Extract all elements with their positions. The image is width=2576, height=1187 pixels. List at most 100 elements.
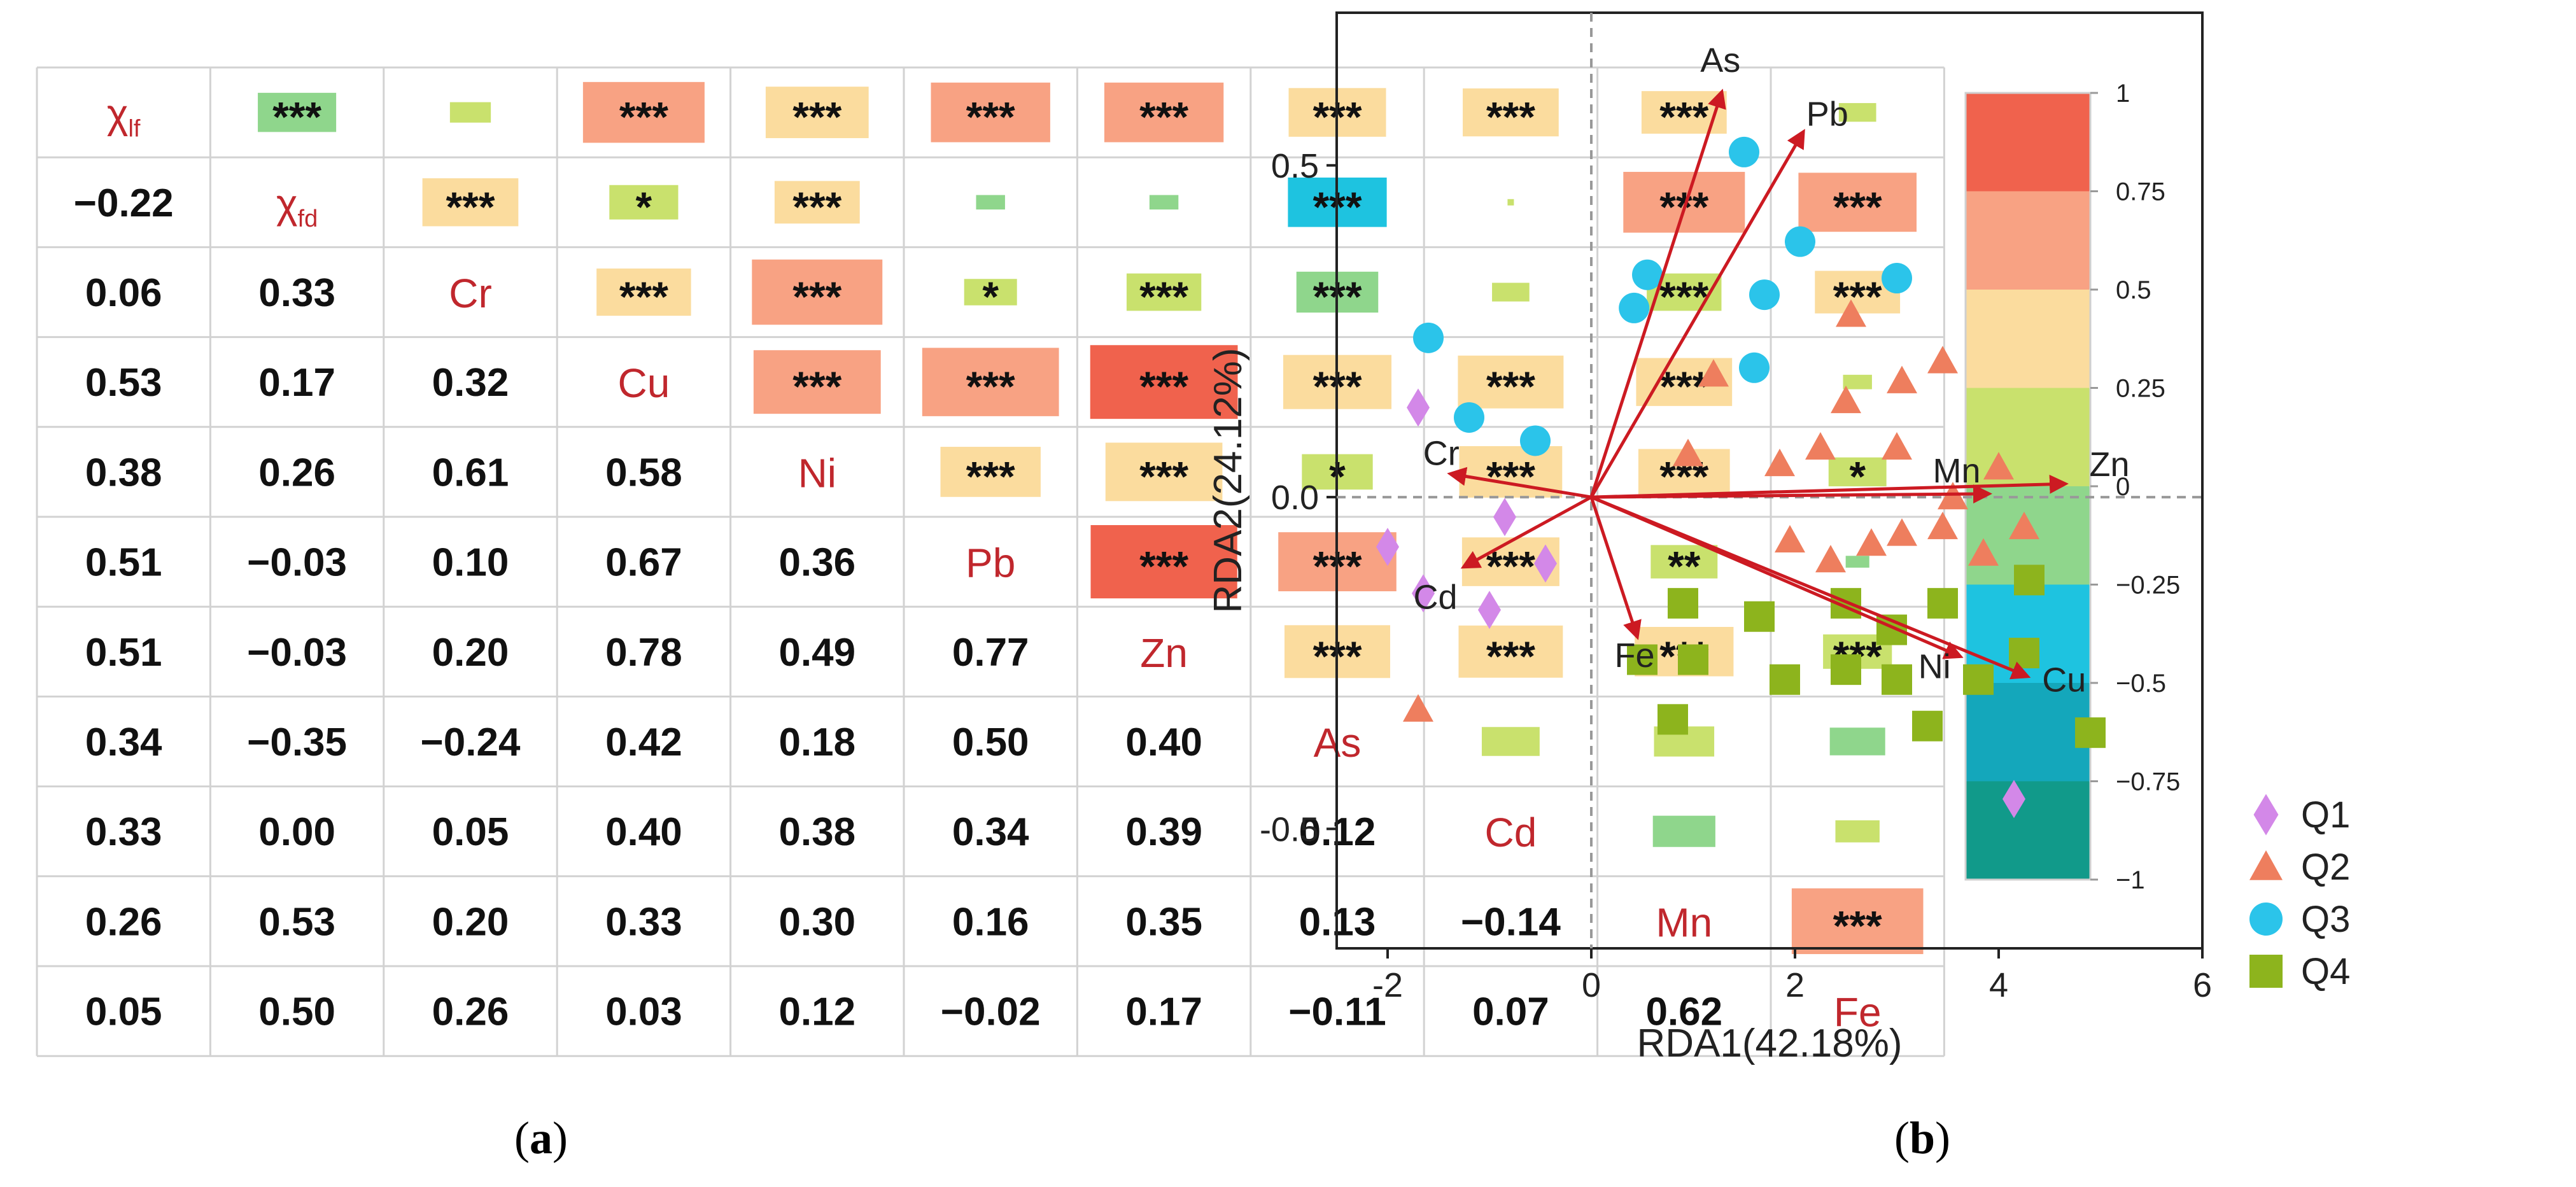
- correlation-value: 0.33: [605, 900, 682, 944]
- colorbar-bin: [1966, 191, 2090, 290]
- significance-stars: ***: [966, 94, 1015, 141]
- correlation-square: [1492, 283, 1530, 302]
- legend-label-q3: Q3: [2301, 899, 2350, 940]
- correlation-value: 0.17: [1125, 990, 1202, 1034]
- correlation-square: [1126, 273, 1202, 311]
- correlation-square: [422, 178, 519, 227]
- point-q1: [1412, 574, 1435, 613]
- correlation-heatmap: χlf *** *** *** *** *** *** *** ***−0.22 χfd *** * *…: [36, 66, 1945, 1057]
- x-axis-label: RDA1(42.18%): [1637, 1022, 1903, 1065]
- arrow-zn: [1591, 474, 2069, 499]
- correlation-square: [774, 181, 860, 224]
- correlation-value: 0.53: [258, 900, 335, 944]
- correlation-square: [964, 279, 1017, 306]
- arrow-label-zn: Zn: [2089, 446, 2129, 484]
- legend-label-q4: Q4: [2301, 951, 2350, 992]
- colorbar-bin: [1966, 683, 2090, 782]
- significance-stars: ***: [1659, 94, 1708, 141]
- point-q2: [1836, 299, 1866, 327]
- point-q3: [1520, 425, 1551, 456]
- colorbar-bin: [1966, 781, 2090, 880]
- variable-label: χfd: [276, 181, 318, 232]
- point-q4: [1627, 644, 1658, 675]
- point-q4: [2014, 565, 2045, 596]
- point-q4: [1963, 664, 1994, 695]
- correlation-value: 0.50: [952, 720, 1029, 764]
- variable-label: Fe: [1834, 990, 1882, 1036]
- point-q2: [1831, 385, 1861, 414]
- point-q3: [1619, 292, 1650, 323]
- correlation-value: 0.18: [778, 720, 855, 764]
- correlation-square: [752, 259, 883, 325]
- point-q2: [1775, 524, 1805, 553]
- point-q4: [1678, 644, 1708, 675]
- significance-stars: ***: [792, 273, 841, 320]
- correlation-value: 0.61: [432, 451, 509, 495]
- correlation-value: 0.12: [778, 990, 855, 1034]
- correlation-value: 0.39: [1125, 810, 1202, 854]
- correlation-square: [1843, 374, 1872, 390]
- correlation-square: [1838, 102, 1876, 122]
- correlation-value: 0.35: [1125, 900, 1202, 944]
- rda-biplot: -2 0 2 4 6 0.5 0.0 -0.5 RDA1(42.18%) RDA2(24.12%)…: [1206, 11, 2212, 1065]
- correlation-value: 0.49: [778, 631, 855, 675]
- correlation-square: [1507, 199, 1514, 206]
- significance-stars: ***: [1139, 543, 1188, 590]
- correlation-square: [596, 268, 691, 316]
- colorbar-tick-label: 0.25: [2116, 375, 2165, 403]
- x-tick-label: -2: [1372, 966, 1403, 1004]
- correlation-value: −0.22: [74, 181, 174, 225]
- correlation-value: 0.33: [258, 271, 335, 315]
- point-q3: [1632, 259, 1663, 290]
- legend-marker-q4: [2249, 955, 2283, 988]
- point-q3: [1882, 263, 1912, 294]
- correlation-square: [1798, 172, 1917, 232]
- correlation-value: 0.40: [605, 810, 682, 854]
- colorbar-tick-label: −0.25: [2116, 572, 2180, 600]
- significance-stars: ***: [1139, 363, 1188, 410]
- point-q2: [2009, 511, 2039, 540]
- correlation-value: 0.26: [258, 451, 335, 495]
- point-q2: [1815, 545, 1846, 573]
- correlation-value: 0.06: [85, 271, 162, 315]
- colorbar-tick-label: 0.5: [2116, 276, 2151, 304]
- significance-stars: ***: [792, 363, 841, 410]
- significance-stars: *: [982, 273, 999, 320]
- correlation-square: [1481, 727, 1540, 756]
- significance-stars: *: [636, 183, 652, 230]
- legend-marker-q3: [2249, 903, 2283, 936]
- colorbar-tick-label: −0.5: [2116, 670, 2166, 698]
- correlation-value: 0.00: [258, 810, 335, 854]
- correlation-square: [1090, 525, 1237, 599]
- arrow-pb: [1589, 129, 1805, 498]
- point-q3: [1739, 352, 1770, 383]
- point-q2: [1764, 448, 1795, 477]
- point-q4: [2009, 638, 2039, 669]
- variable-label: Ni: [798, 450, 836, 496]
- significance-stars: ***: [792, 183, 841, 230]
- significance-stars: ***: [1139, 94, 1188, 141]
- significance-stars: ***: [1139, 453, 1188, 500]
- point-q2: [1927, 511, 1958, 540]
- correlation-value: 0.51: [85, 631, 162, 675]
- correlation-value: 0.26: [85, 900, 162, 944]
- x-tick-label: 6: [2193, 966, 2212, 1004]
- arrow-fe: [1589, 496, 1642, 640]
- correlation-value: 0.78: [605, 631, 682, 675]
- correlation-square: [1829, 727, 1885, 755]
- y-tick-label: -0.5: [1260, 810, 1319, 848]
- arrow-as: [1589, 88, 1726, 498]
- correlation-value: 0.40: [1125, 720, 1202, 764]
- correlation-value: −0.03: [247, 541, 347, 585]
- point-q1: [2002, 780, 2025, 818]
- point-q2: [1403, 694, 1433, 722]
- variable-label: χlf: [107, 91, 141, 143]
- correlation-value: 0.58: [605, 451, 682, 495]
- correlation-square: [976, 195, 1005, 210]
- colorbar-tick-label: −0.75: [2116, 768, 2180, 796]
- significance-stars: ***: [1833, 183, 1882, 230]
- correlation-square: [1458, 625, 1563, 678]
- significance-stars: *: [1849, 453, 1866, 500]
- correlation-square: [931, 82, 1050, 143]
